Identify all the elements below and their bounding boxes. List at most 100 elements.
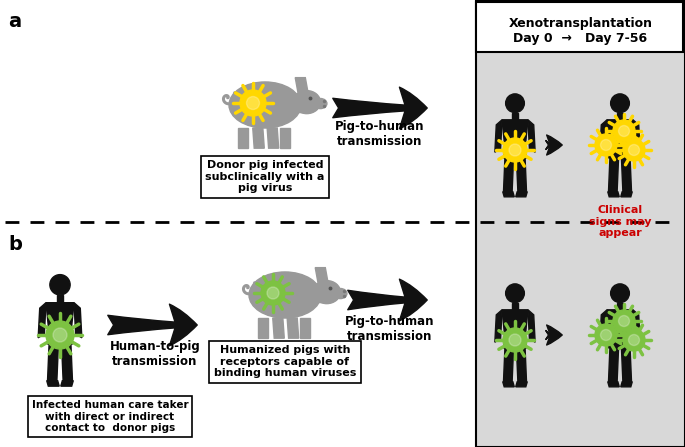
Ellipse shape xyxy=(313,281,340,304)
Bar xyxy=(617,113,623,120)
Polygon shape xyxy=(74,303,82,338)
Text: b: b xyxy=(8,235,22,254)
Polygon shape xyxy=(608,382,619,387)
Polygon shape xyxy=(503,338,527,348)
Polygon shape xyxy=(516,382,527,387)
Text: Pig-to-human
transmission: Pig-to-human transmission xyxy=(335,120,425,148)
Circle shape xyxy=(619,126,630,136)
Polygon shape xyxy=(600,120,607,152)
Bar xyxy=(57,295,63,303)
Circle shape xyxy=(503,138,527,162)
Circle shape xyxy=(240,90,266,116)
Polygon shape xyxy=(495,310,502,342)
Ellipse shape xyxy=(249,272,321,318)
Circle shape xyxy=(261,281,285,305)
Polygon shape xyxy=(503,382,514,387)
Polygon shape xyxy=(608,148,632,158)
Circle shape xyxy=(623,139,645,161)
Polygon shape xyxy=(607,120,633,148)
Polygon shape xyxy=(495,120,502,152)
Polygon shape xyxy=(312,288,323,302)
Polygon shape xyxy=(516,348,527,382)
Circle shape xyxy=(623,329,645,351)
Circle shape xyxy=(610,94,630,113)
Ellipse shape xyxy=(229,82,301,128)
Polygon shape xyxy=(608,158,619,192)
Polygon shape xyxy=(600,310,607,342)
Ellipse shape xyxy=(334,288,347,299)
Polygon shape xyxy=(621,158,632,192)
Circle shape xyxy=(613,310,635,332)
Polygon shape xyxy=(516,192,527,197)
Polygon shape xyxy=(267,128,279,148)
Polygon shape xyxy=(62,344,73,381)
Text: Humanized pigs with
receptors capable of
binding human viruses: Humanized pigs with receptors capable of… xyxy=(214,345,356,378)
Polygon shape xyxy=(633,310,640,342)
Polygon shape xyxy=(258,318,269,338)
Circle shape xyxy=(619,316,630,326)
Circle shape xyxy=(53,328,67,342)
Circle shape xyxy=(601,139,612,151)
Polygon shape xyxy=(621,382,632,387)
Polygon shape xyxy=(47,344,58,381)
Polygon shape xyxy=(503,148,527,158)
Circle shape xyxy=(506,94,524,113)
Polygon shape xyxy=(502,120,528,148)
Text: Human-to-pig
transmission: Human-to-pig transmission xyxy=(110,340,201,368)
Circle shape xyxy=(610,284,630,303)
Circle shape xyxy=(503,328,527,352)
Text: Pig-to-human
transmission: Pig-to-human transmission xyxy=(345,315,435,343)
Ellipse shape xyxy=(314,98,327,109)
Polygon shape xyxy=(528,310,535,342)
Circle shape xyxy=(629,334,640,346)
Bar xyxy=(476,0,685,447)
Circle shape xyxy=(629,144,640,156)
Circle shape xyxy=(509,144,521,156)
Polygon shape xyxy=(621,348,632,382)
Polygon shape xyxy=(315,268,328,283)
Polygon shape xyxy=(287,318,299,338)
Bar xyxy=(512,303,518,310)
Polygon shape xyxy=(528,120,535,152)
Text: Infected human care taker
with direct or indirect
contact to  donor pigs: Infected human care taker with direct or… xyxy=(32,400,188,433)
Polygon shape xyxy=(503,158,514,192)
Circle shape xyxy=(506,284,524,303)
Polygon shape xyxy=(38,303,46,338)
Polygon shape xyxy=(280,128,290,148)
Polygon shape xyxy=(608,338,632,348)
Circle shape xyxy=(50,274,70,295)
Bar xyxy=(512,113,518,120)
Polygon shape xyxy=(253,128,264,148)
Circle shape xyxy=(601,329,612,341)
Text: Day 0  →   Day 7-56: Day 0 → Day 7-56 xyxy=(514,32,647,45)
Text: a: a xyxy=(8,12,21,31)
Polygon shape xyxy=(300,318,310,338)
Circle shape xyxy=(595,134,617,156)
Polygon shape xyxy=(516,158,527,192)
Polygon shape xyxy=(502,310,528,338)
Bar xyxy=(617,303,623,310)
Circle shape xyxy=(509,334,521,346)
Bar xyxy=(476,2,683,52)
Polygon shape xyxy=(46,303,74,334)
Text: Donor pig infected
subclinically with a
pig virus: Donor pig infected subclinically with a … xyxy=(206,160,325,193)
Polygon shape xyxy=(295,78,308,93)
Polygon shape xyxy=(61,381,73,386)
Circle shape xyxy=(46,321,74,349)
Circle shape xyxy=(595,324,617,346)
Text: Xenotransplantation: Xenotransplantation xyxy=(508,17,653,30)
Polygon shape xyxy=(503,192,514,197)
Polygon shape xyxy=(608,192,619,197)
Polygon shape xyxy=(292,98,303,112)
Circle shape xyxy=(267,287,279,299)
Polygon shape xyxy=(47,334,73,344)
Polygon shape xyxy=(607,310,633,338)
Polygon shape xyxy=(503,348,514,382)
Polygon shape xyxy=(608,348,619,382)
Polygon shape xyxy=(633,120,640,152)
Circle shape xyxy=(247,97,260,110)
Ellipse shape xyxy=(293,91,321,114)
Polygon shape xyxy=(238,128,249,148)
Circle shape xyxy=(613,120,635,142)
Polygon shape xyxy=(47,381,59,386)
